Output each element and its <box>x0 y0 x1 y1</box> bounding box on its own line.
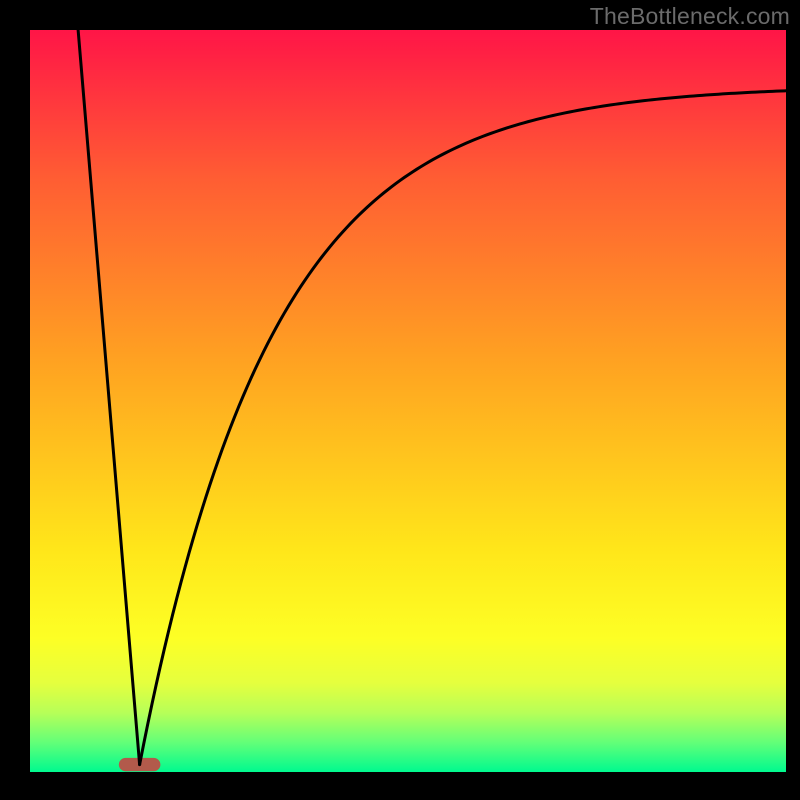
chart-svg <box>0 0 800 800</box>
watermark-text: TheBottleneck.com <box>590 3 790 30</box>
plot-background <box>30 30 786 772</box>
chart-canvas: TheBottleneck.com <box>0 0 800 800</box>
